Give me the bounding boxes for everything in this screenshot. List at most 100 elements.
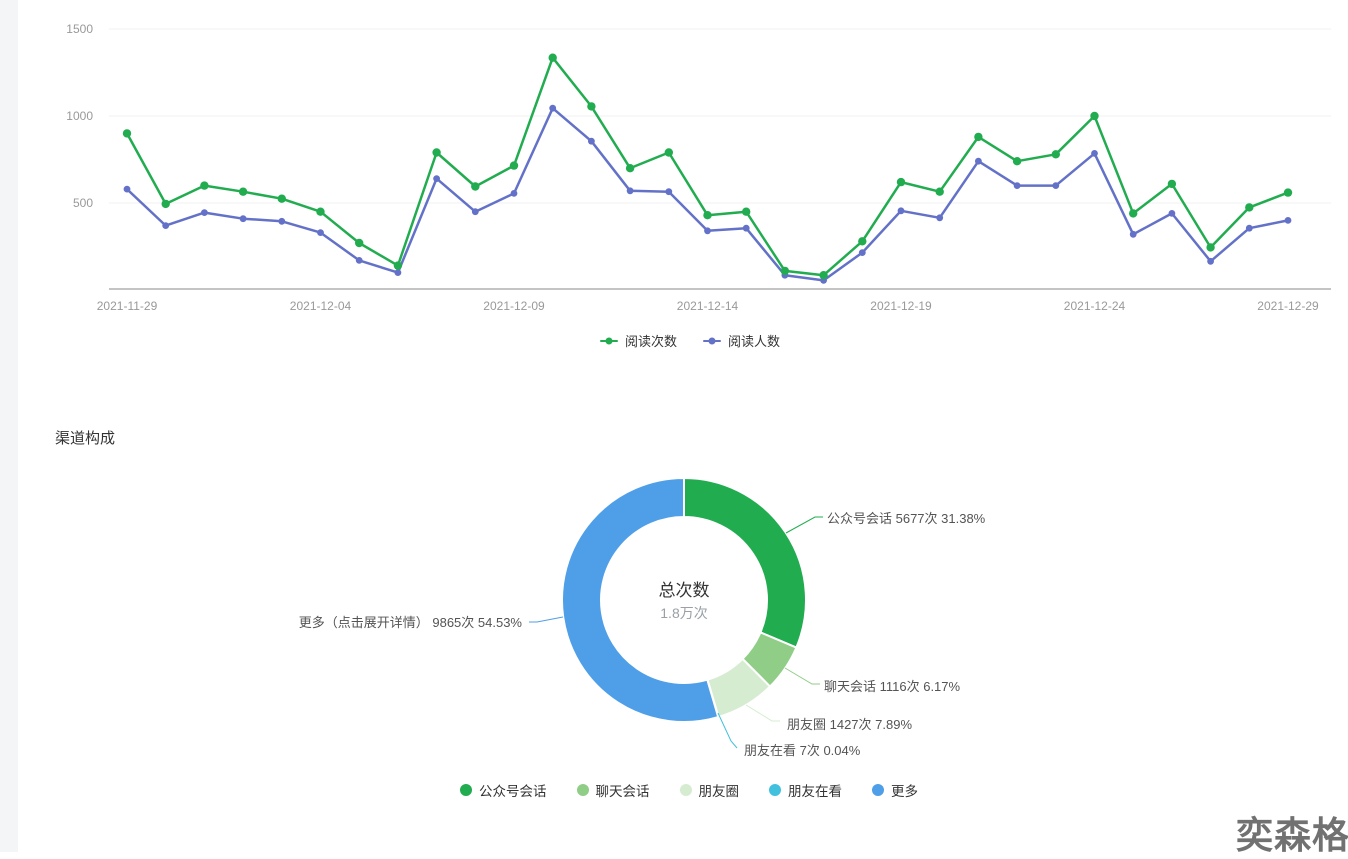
y-tick-label: 500 xyxy=(73,196,93,210)
data-point[interactable] xyxy=(1091,150,1098,157)
data-point[interactable] xyxy=(277,194,286,203)
legend-item-read-count[interactable]: 阅读次数 xyxy=(599,331,677,350)
data-point[interactable] xyxy=(1129,209,1138,218)
donut-center-title: 总次数 xyxy=(658,581,710,600)
data-point[interactable] xyxy=(549,104,557,112)
data-point[interactable] xyxy=(161,199,170,209)
data-point[interactable] xyxy=(393,261,403,270)
data-point[interactable] xyxy=(317,229,324,237)
data-point[interactable] xyxy=(1207,257,1214,265)
data-point[interactable] xyxy=(200,181,209,190)
pie-dot-icon xyxy=(769,784,781,796)
data-point[interactable] xyxy=(355,257,363,264)
data-point[interactable] xyxy=(896,177,906,187)
donut-legend-item-chat-session[interactable]: 聊天会话 xyxy=(576,780,650,800)
data-point[interactable] xyxy=(471,208,479,216)
data-point[interactable] xyxy=(239,215,247,223)
data-point[interactable] xyxy=(1206,243,1215,252)
line-chart-legend: 阅读次数 阅读人数 xyxy=(0,331,1348,350)
donut-legend-item-friends-watching[interactable]: 朋友在看 xyxy=(769,780,842,800)
watermark: 奕森格 xyxy=(1236,815,1348,856)
donut-label-chat-session: 聊天会话 1116次 6.17% xyxy=(824,679,961,694)
data-point[interactable] xyxy=(201,209,208,217)
data-point[interactable] xyxy=(1167,179,1177,189)
data-point[interactable] xyxy=(858,249,866,256)
data-point[interactable] xyxy=(509,161,519,170)
data-point[interactable] xyxy=(1051,150,1061,159)
data-point[interactable] xyxy=(1245,224,1253,232)
donut-label-friends-watching: 朋友在看 7次 0.04% xyxy=(744,743,861,758)
label-line xyxy=(745,704,780,722)
donut-slice-0[interactable] xyxy=(683,477,807,649)
data-point[interactable] xyxy=(974,132,983,142)
data-point[interactable] xyxy=(1283,188,1293,197)
legend-label: 阅读次数 xyxy=(624,334,677,349)
donut-label-official-account-session: 公众号会话 5677次 31.38% xyxy=(827,511,986,526)
data-point[interactable] xyxy=(1245,203,1254,212)
donut-center-label: 总次数 1.8万次 xyxy=(584,580,784,624)
data-point[interactable] xyxy=(587,102,596,111)
data-point[interactable] xyxy=(122,129,132,138)
data-point[interactable] xyxy=(1013,182,1021,190)
data-point[interactable] xyxy=(742,224,750,232)
donut-legend-item-moments[interactable]: 朋友圈 xyxy=(679,780,740,800)
x-tick-label: 2021-12-29 xyxy=(1257,299,1319,313)
legend-label: 聊天会话 xyxy=(595,784,650,799)
left-gutter xyxy=(0,0,18,852)
data-point[interactable] xyxy=(355,238,364,248)
data-point[interactable] xyxy=(471,182,480,191)
data-point[interactable] xyxy=(625,164,635,173)
data-point[interactable] xyxy=(1168,210,1176,217)
data-point[interactable] xyxy=(238,187,248,196)
data-point[interactable] xyxy=(626,187,634,195)
x-tick-label: 2021-12-19 xyxy=(870,299,932,313)
data-point[interactable] xyxy=(936,214,944,222)
x-tick-label: 2021-11-29 xyxy=(97,299,158,313)
line-series-dot-icon xyxy=(605,337,613,344)
line-series-dot-icon xyxy=(708,337,716,344)
data-point[interactable] xyxy=(1012,157,1022,166)
data-point[interactable] xyxy=(548,53,557,62)
line-series-icon xyxy=(599,337,618,344)
y-tick-label: 1000 xyxy=(66,109,93,123)
data-point[interactable] xyxy=(819,271,828,280)
donut-legend-item-more[interactable]: 更多 xyxy=(872,780,918,800)
legend-label: 朋友圈 xyxy=(698,784,740,799)
legend-label: 阅读人数 xyxy=(728,334,781,349)
data-point[interactable] xyxy=(510,190,518,197)
label-line xyxy=(529,616,564,623)
data-point[interactable] xyxy=(162,222,170,230)
data-point[interactable] xyxy=(704,227,711,235)
data-point[interactable] xyxy=(1129,230,1137,238)
data-point[interactable] xyxy=(742,207,751,216)
x-tick-label: 2021-12-24 xyxy=(1064,299,1126,313)
data-point[interactable] xyxy=(975,157,982,165)
data-point[interactable] xyxy=(588,137,595,145)
data-point[interactable] xyxy=(1052,182,1060,190)
donut-center-value: 1.8万次 xyxy=(660,605,708,621)
data-point[interactable] xyxy=(278,217,286,225)
x-tick-label: 2021-12-09 xyxy=(483,299,545,313)
data-point[interactable] xyxy=(123,185,131,193)
donut-label-more-expand-details[interactable]: 更多（点击展开详情） 9865次 54.53% xyxy=(298,615,522,630)
legend-item-read-users[interactable]: 阅读人数 xyxy=(703,331,780,350)
data-point[interactable] xyxy=(433,175,440,183)
donut-slice-4[interactable] xyxy=(560,477,720,723)
data-point[interactable] xyxy=(1284,217,1292,224)
data-point[interactable] xyxy=(897,207,905,215)
data-point[interactable] xyxy=(703,211,712,220)
label-line xyxy=(785,516,823,534)
data-point[interactable] xyxy=(780,266,790,276)
reading-trend-chart[interactable]: 500 1000 1500 2021-11-29 2021-12-04 2021-12-0… xyxy=(0,0,1348,318)
data-point[interactable] xyxy=(316,207,325,216)
data-point[interactable] xyxy=(935,187,944,196)
y-tick-label: 1500 xyxy=(66,22,93,36)
data-point[interactable] xyxy=(1090,111,1099,121)
data-point[interactable] xyxy=(858,237,867,246)
data-point[interactable] xyxy=(664,148,673,157)
data-point[interactable] xyxy=(432,148,441,157)
data-point[interactable] xyxy=(394,269,402,276)
data-point[interactable] xyxy=(665,188,673,196)
donut-legend-item-official-account-session[interactable]: 公众号会话 xyxy=(460,780,547,800)
